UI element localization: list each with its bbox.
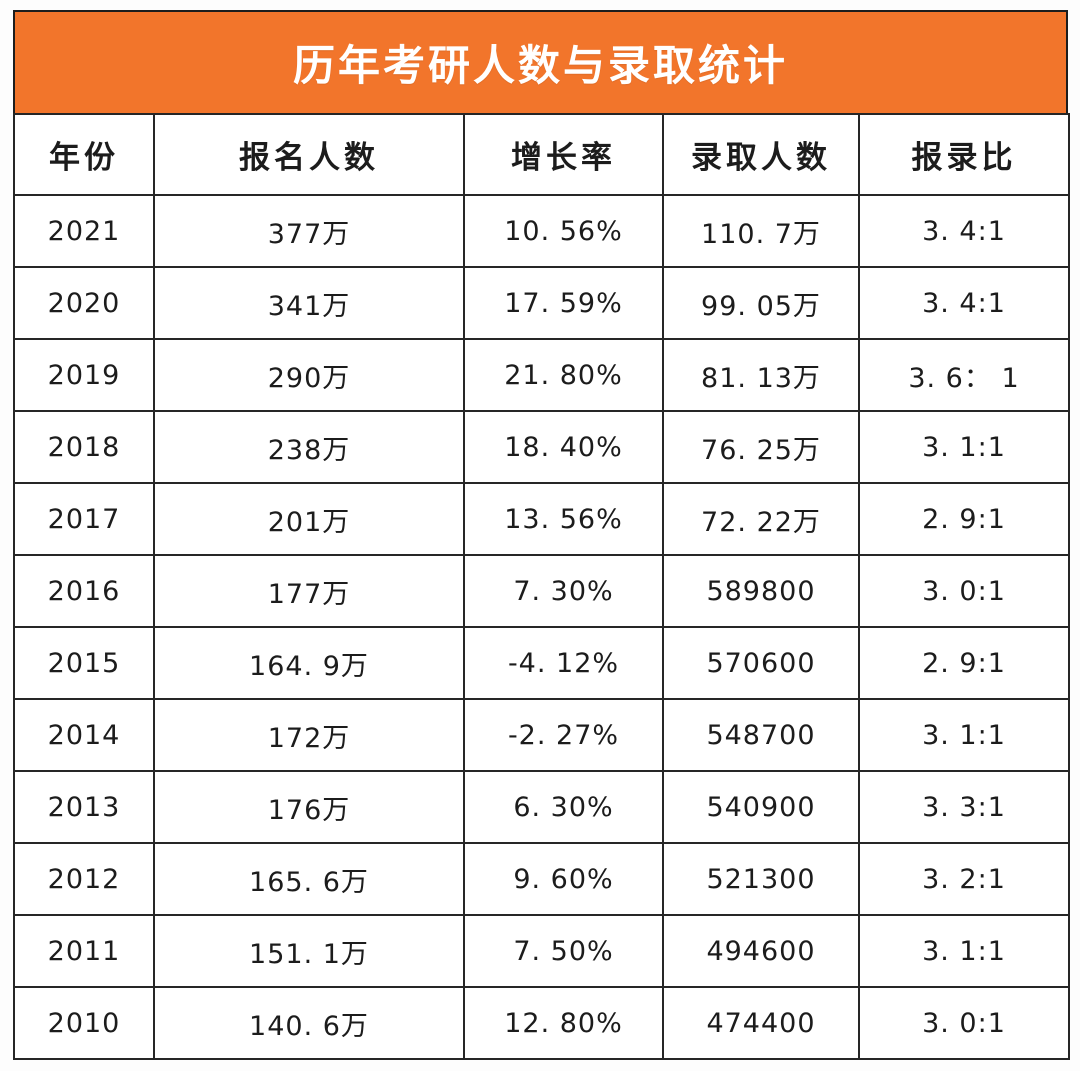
table-row: 2015 164. 9万 -4. 12% 570600 2. 9:1 bbox=[13, 626, 1070, 700]
cell-applicants: 341万 bbox=[153, 266, 465, 340]
cell-growth: 21. 80% bbox=[463, 338, 664, 412]
cell-admitted: 548700 bbox=[662, 698, 860, 772]
cell-applicants: 140. 6万 bbox=[153, 986, 465, 1060]
cell-year: 2020 bbox=[13, 266, 155, 340]
cell-ratio: 3. 4:1 bbox=[858, 194, 1070, 268]
cell-year: 2021 bbox=[13, 194, 155, 268]
cell-growth: 9. 60% bbox=[463, 842, 664, 916]
cell-applicants: 201万 bbox=[153, 482, 465, 556]
cell-admitted: 81. 13万 bbox=[662, 338, 860, 412]
statistics-sheet: 历年考研人数与录取统计 年份 报名人数 增长率 录取人数 报录比 2021 bbox=[13, 10, 1070, 1060]
cell-growth: 18. 40% bbox=[463, 410, 664, 484]
cell-growth: 17. 59% bbox=[463, 266, 664, 340]
cell-growth: 6. 30% bbox=[463, 770, 664, 844]
cell-admitted: 521300 bbox=[662, 842, 860, 916]
page-title: 历年考研人数与录取统计 bbox=[292, 41, 788, 90]
cell-growth: -4. 12% bbox=[463, 626, 664, 700]
cell-ratio: 3. 1:1 bbox=[858, 914, 1070, 988]
cell-ratio: 3. 1:1 bbox=[858, 410, 1070, 484]
column-header-growth: 增长率 bbox=[463, 113, 664, 196]
cell-year: 2017 bbox=[13, 482, 155, 556]
table-row: 2019 290万 21. 80% 81. 13万 3. 6： 1 bbox=[13, 338, 1070, 412]
cell-applicants: 176万 bbox=[153, 770, 465, 844]
cell-ratio: 3. 4:1 bbox=[858, 266, 1070, 340]
cell-applicants: 290万 bbox=[153, 338, 465, 412]
cell-ratio: 3. 6： 1 bbox=[858, 338, 1070, 412]
cell-ratio: 3. 1:1 bbox=[858, 698, 1070, 772]
cell-admitted: 72. 22万 bbox=[662, 482, 860, 556]
cell-year: 2019 bbox=[13, 338, 155, 412]
table-row: 2020 341万 17. 59% 99. 05万 3. 4:1 bbox=[13, 266, 1070, 340]
header-row: 年份 报名人数 增长率 录取人数 报录比 bbox=[13, 113, 1070, 196]
cell-applicants: 377万 bbox=[153, 194, 465, 268]
cell-growth: 7. 30% bbox=[463, 554, 664, 628]
cell-ratio: 3. 3:1 bbox=[858, 770, 1070, 844]
cell-applicants: 164. 9万 bbox=[153, 626, 465, 700]
cell-admitted: 99. 05万 bbox=[662, 266, 860, 340]
cell-admitted: 110. 7万 bbox=[662, 194, 860, 268]
cell-ratio: 3. 0:1 bbox=[858, 554, 1070, 628]
cell-ratio: 2. 9:1 bbox=[858, 626, 1070, 700]
cell-growth: 7. 50% bbox=[463, 914, 664, 988]
cell-growth: 12. 80% bbox=[463, 986, 664, 1060]
cell-growth: -2. 27% bbox=[463, 698, 664, 772]
cell-applicants: 165. 6万 bbox=[153, 842, 465, 916]
table-row: 2013 176万 6. 30% 540900 3. 3:1 bbox=[13, 770, 1070, 844]
table-header: 年份 报名人数 增长率 录取人数 报录比 bbox=[13, 113, 1070, 196]
table-row: 2018 238万 18. 40% 76. 25万 3. 1:1 bbox=[13, 410, 1070, 484]
cell-year: 2011 bbox=[13, 914, 155, 988]
cell-growth: 13. 56% bbox=[463, 482, 664, 556]
table-row: 2012 165. 6万 9. 60% 521300 3. 2:1 bbox=[13, 842, 1070, 916]
cell-ratio: 2. 9:1 bbox=[858, 482, 1070, 556]
table-row: 2010 140. 6万 12. 80% 474400 3. 0:1 bbox=[13, 986, 1070, 1060]
cell-year: 2016 bbox=[13, 554, 155, 628]
table-row: 2014 172万 -2. 27% 548700 3. 1:1 bbox=[13, 698, 1070, 772]
cell-admitted: 76. 25万 bbox=[662, 410, 860, 484]
column-header-ratio: 报录比 bbox=[858, 113, 1070, 196]
cell-admitted: 494600 bbox=[662, 914, 860, 988]
cell-ratio: 3. 0:1 bbox=[858, 986, 1070, 1060]
cell-year: 2012 bbox=[13, 842, 155, 916]
column-header-applicants: 报名人数 bbox=[153, 113, 465, 196]
title-banner: 历年考研人数与录取统计 bbox=[13, 10, 1068, 113]
table-body: 2021 377万 10. 56% 110. 7万 3. 4:1 2020 34… bbox=[13, 194, 1070, 1060]
cell-ratio: 3. 2:1 bbox=[858, 842, 1070, 916]
cell-year: 2013 bbox=[13, 770, 155, 844]
cell-year: 2018 bbox=[13, 410, 155, 484]
table-row: 2016 177万 7. 30% 589800 3. 0:1 bbox=[13, 554, 1070, 628]
cell-year: 2014 bbox=[13, 698, 155, 772]
column-header-admitted: 录取人数 bbox=[662, 113, 860, 196]
cell-growth: 10. 56% bbox=[463, 194, 664, 268]
cell-applicants: 172万 bbox=[153, 698, 465, 772]
column-header-year: 年份 bbox=[13, 113, 155, 196]
statistics-table: 年份 报名人数 增长率 录取人数 报录比 2021 377万 10. 56% 1… bbox=[13, 113, 1070, 1060]
table-row: 2011 151. 1万 7. 50% 494600 3. 1:1 bbox=[13, 914, 1070, 988]
cell-admitted: 589800 bbox=[662, 554, 860, 628]
table-row: 2017 201万 13. 56% 72. 22万 2. 9:1 bbox=[13, 482, 1070, 556]
cell-year: 2010 bbox=[13, 986, 155, 1060]
cell-applicants: 238万 bbox=[153, 410, 465, 484]
cell-admitted: 540900 bbox=[662, 770, 860, 844]
cell-applicants: 151. 1万 bbox=[153, 914, 465, 988]
cell-applicants: 177万 bbox=[153, 554, 465, 628]
cell-year: 2015 bbox=[13, 626, 155, 700]
table-row: 2021 377万 10. 56% 110. 7万 3. 4:1 bbox=[13, 194, 1070, 268]
cell-admitted: 474400 bbox=[662, 986, 860, 1060]
cell-admitted: 570600 bbox=[662, 626, 860, 700]
